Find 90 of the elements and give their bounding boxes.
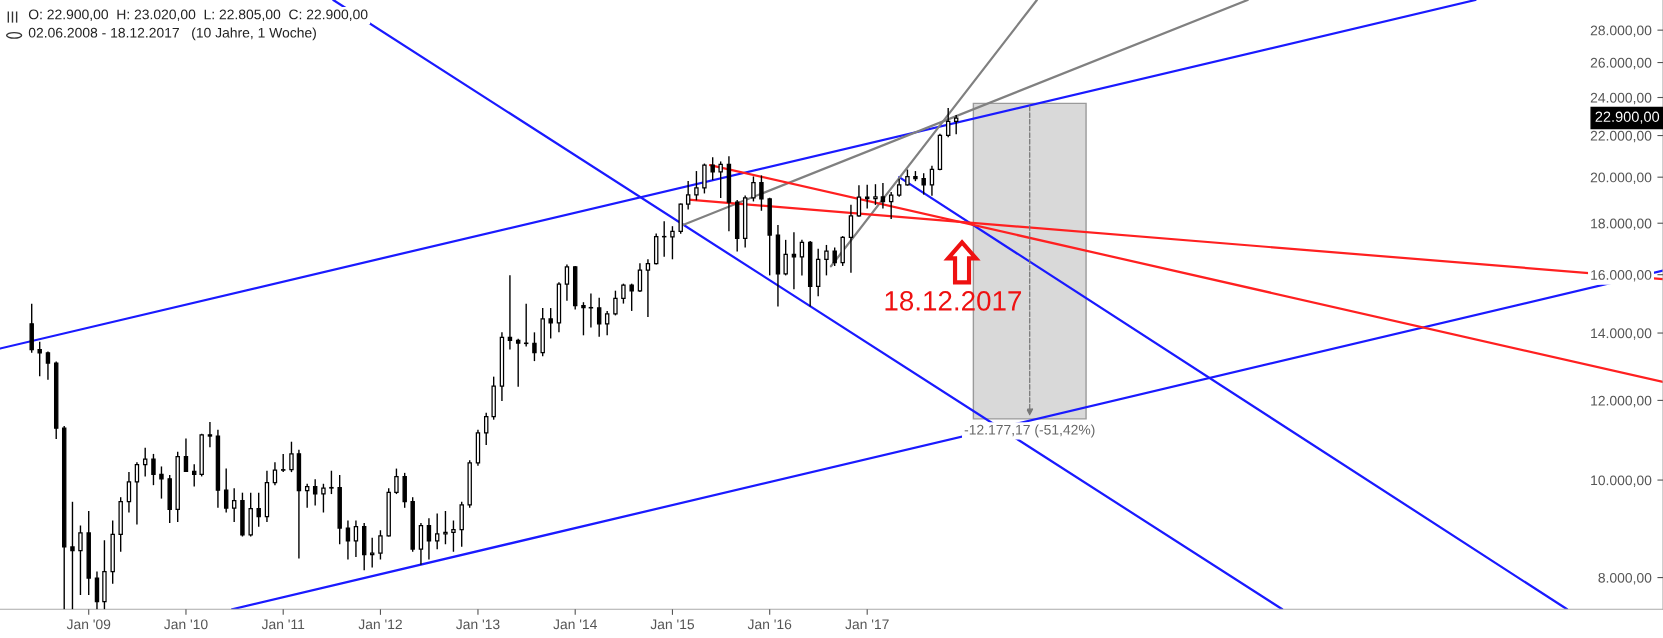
x-tick-label: Jan '17 [845, 619, 889, 630]
candlestick [304, 483, 310, 508]
candlestick [418, 522, 424, 565]
candlestick [321, 483, 326, 513]
candlestick [848, 204, 854, 273]
candlestick [345, 520, 351, 560]
candlestick [588, 293, 594, 328]
candlestick [596, 297, 602, 337]
x-tick-label: Jan '14 [553, 619, 597, 630]
y-tick-label: 16.000,00 [1591, 270, 1652, 282]
candlestick [548, 308, 553, 339]
candlestick [329, 470, 334, 495]
y-tick-label: 10.000,00 [1591, 475, 1652, 487]
candlestick [483, 412, 489, 446]
candlestick [929, 165, 935, 196]
candlestick [207, 422, 213, 448]
y-tick-label: 12.000,00 [1591, 395, 1652, 408]
y-tick-label: 8.000,00 [1598, 572, 1652, 585]
candlestick [921, 173, 926, 195]
candlestick [151, 453, 156, 486]
candlestick [751, 176, 756, 202]
candlestick [637, 263, 643, 293]
candlestick [856, 185, 862, 217]
candlestick [564, 264, 570, 301]
y-tick-label: 26.000,00 [1590, 57, 1652, 70]
candlestick [621, 283, 626, 304]
candlestick [272, 462, 278, 486]
x-tick-label: Jan '12 [358, 619, 402, 630]
candlestick [759, 175, 764, 211]
candlestick [629, 283, 634, 311]
candlestick [685, 180, 691, 210]
candlestick [953, 115, 959, 135]
candlestick [191, 464, 197, 487]
y-tick-label: 20.000,00 [1590, 172, 1652, 184]
candlestick [353, 520, 359, 557]
candlestick [864, 184, 870, 209]
candlestick [289, 441, 294, 473]
annotation: 22.900,00 [1595, 111, 1660, 124]
candlestick [78, 525, 83, 595]
text: 02.06.2008 - 18.12.2017 (10 Jahre, 1 Woche) [28, 27, 316, 41]
candlestick [231, 488, 237, 522]
candlestick [183, 438, 189, 473]
candlestick [515, 338, 521, 387]
candlestick [694, 171, 699, 201]
candlestick [880, 183, 886, 209]
candlestick [718, 161, 723, 198]
candlestick [256, 492, 261, 527]
text: O: 22.900,00 H: 23.020,00 L: 22.805,00 C: 22.900,00 [28, 9, 368, 21]
candlestick [507, 275, 513, 350]
candlestick [378, 530, 383, 560]
candlestick [37, 341, 42, 377]
y-tick-label: 24.000,00 [1590, 92, 1652, 105]
candlestick [434, 513, 440, 550]
candlestick [159, 466, 164, 499]
candlestick [581, 302, 586, 336]
x-tick-label: Jan '11 [261, 619, 305, 630]
candlestick [670, 226, 675, 260]
candlestick [443, 511, 448, 545]
candlestick [613, 290, 618, 316]
candlestick [888, 192, 894, 220]
candlestick [94, 571, 100, 610]
y-tick-label: 14.000,00 [1591, 328, 1652, 340]
candlestick [523, 303, 529, 347]
x-tick-label: Jan '13 [456, 619, 500, 630]
candlestick [645, 259, 651, 317]
y-tick-label: 18.000,00 [1591, 218, 1652, 231]
x-tick-label: Jan '10 [164, 619, 208, 630]
candlestick [824, 244, 829, 276]
annotation: 18.12.2017 [885, 291, 1022, 311]
candlestick [604, 311, 610, 336]
candlestick [783, 239, 788, 276]
x-tick-label: Jan '16 [747, 619, 792, 630]
y-tick-label: 28.000,00 [1590, 25, 1652, 37]
x-tick-label: Jan '15 [650, 619, 695, 630]
candlestick [394, 468, 399, 495]
y-tick-label: 22.000,00 [1590, 130, 1652, 143]
candlestick [945, 107, 951, 138]
candlestick [702, 163, 707, 194]
candlestick [70, 501, 75, 610]
candlestick [126, 472, 132, 513]
annotation: -12.177,17 (-51,42%) [964, 424, 1095, 438]
candlestick [426, 518, 432, 560]
candlestick [710, 157, 715, 181]
candlestick [451, 520, 456, 552]
candlestick [45, 351, 51, 380]
candlestick [873, 184, 878, 205]
candlestick [369, 537, 375, 568]
candlestick [532, 332, 537, 362]
candlestick [223, 468, 229, 513]
x-tick-label: Jan '09 [66, 619, 111, 630]
